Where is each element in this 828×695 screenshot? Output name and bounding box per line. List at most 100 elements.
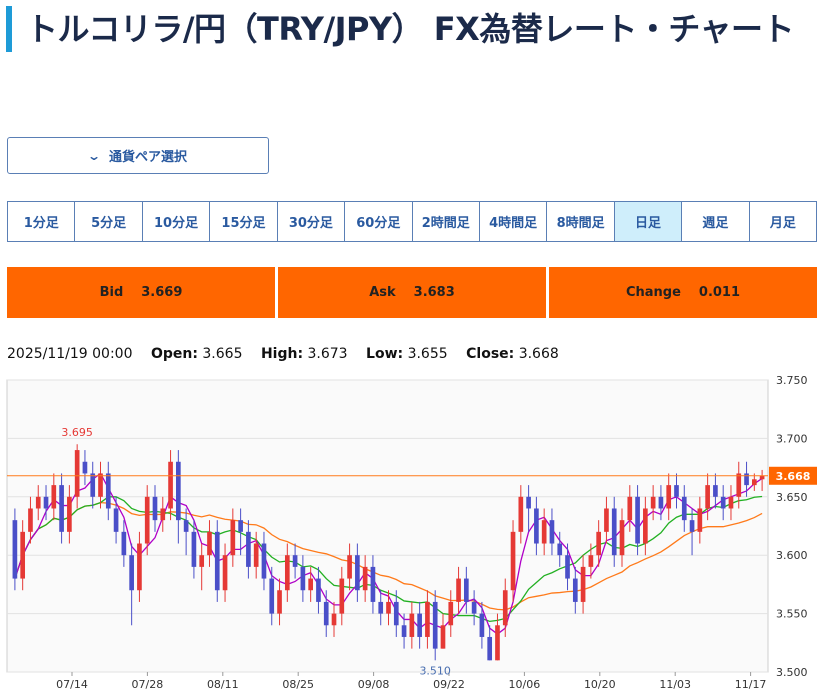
x-tick-label: 07/28 <box>132 678 164 691</box>
tab-timeframe-9[interactable]: 日足 <box>614 202 683 241</box>
candle-body <box>28 508 33 532</box>
candle-body <box>736 473 742 497</box>
candle-body <box>471 601 477 614</box>
candle-body <box>572 578 578 602</box>
tab-timeframe-6[interactable]: 2時間足 <box>413 202 480 241</box>
candle-body <box>82 461 88 474</box>
candle-body <box>611 508 617 556</box>
candle-body <box>689 520 695 532</box>
change-value: 0.011 <box>698 285 741 300</box>
tab-timeframe-1[interactable]: 5分足 <box>75 202 143 241</box>
candle-body <box>183 520 189 532</box>
candle-body <box>230 520 236 556</box>
x-tick-label: 09/08 <box>358 678 390 691</box>
candle-body <box>339 578 345 614</box>
change-box: Change 0.011 <box>549 267 817 318</box>
currency-pair-select-button[interactable]: ⌄ 通貨ペア選択 <box>7 137 269 174</box>
tab-timeframe-10[interactable]: 週足 <box>682 202 750 241</box>
tab-timeframe-7[interactable]: 4時間足 <box>480 202 548 241</box>
candle-body <box>650 496 656 509</box>
candle-body <box>316 578 321 602</box>
candle-body <box>362 566 368 591</box>
candle-body <box>253 543 259 567</box>
candle-body <box>347 555 352 579</box>
candle-body <box>580 566 586 602</box>
x-tick-label: 11/03 <box>659 678 691 691</box>
candle-body <box>705 485 710 509</box>
candle-body <box>619 520 625 556</box>
candle-body <box>432 601 438 649</box>
currency-pair-select-label: 通貨ペア選択 <box>109 150 188 165</box>
low-annotation: 3.510 <box>419 664 451 677</box>
page-title: トルコリラ/円（TRY/JPY） FX為替レート・チャート <box>26 10 795 48</box>
x-tick-label: 10/20 <box>584 678 616 691</box>
candle-body <box>98 473 103 497</box>
candle-body <box>331 613 337 626</box>
tab-timeframe-0[interactable]: 1分足 <box>8 202 76 241</box>
low-label: Low: <box>366 346 404 362</box>
candle-body <box>199 555 205 567</box>
candle-body <box>393 601 399 626</box>
candle-body <box>292 555 298 567</box>
open-label: Open: <box>150 346 198 362</box>
candle-body <box>658 496 664 509</box>
candle-body <box>728 496 734 509</box>
candle-body <box>557 543 563 556</box>
candle-body <box>284 555 290 591</box>
candle-body <box>238 520 243 532</box>
candle-body <box>401 625 407 637</box>
candle-body <box>144 496 150 544</box>
candle-body <box>697 508 703 532</box>
candle-body <box>308 578 313 591</box>
tab-timeframe-11[interactable]: 月足 <box>769 216 796 231</box>
candle-body <box>246 531 251 567</box>
candlestick-chart[interactable]: 3.750 3.700 3.650 3.600 3.550 3.500 07/14 07/28… <box>0 372 828 695</box>
candle-body <box>300 566 306 591</box>
page-title-wrap: トルコリラ/円（TRY/JPY） FX為替レート・チャート <box>6 6 828 52</box>
ma-long-line <box>14 501 763 611</box>
tab-timeframe-8[interactable]: 8時間足 <box>547 202 615 241</box>
tab-timeframe-5[interactable]: 60分足 <box>345 202 413 241</box>
timeframe-tabs: 1分足 5分足 10分足 15分足 30分足 60分足 2時間足 4時間足 8時間足 日足 週足 月足 <box>7 201 817 242</box>
x-tick-label: 08/25 <box>282 678 314 691</box>
candle-body <box>510 531 516 591</box>
quote-bar: Bid 3.669 Ask 3.683 Change 0.011 <box>7 267 817 318</box>
candle-body <box>261 543 267 579</box>
x-tick-label: 11/17 <box>735 678 767 691</box>
candle-body <box>588 555 594 567</box>
candle-body <box>604 508 609 532</box>
tab-timeframe-2[interactable]: 10分足 <box>143 202 211 241</box>
candle-body <box>526 496 531 509</box>
candle-body <box>751 479 757 486</box>
candle-body <box>59 485 64 532</box>
tab-timeframe-3[interactable]: 15分足 <box>210 202 278 241</box>
ask-value: 3.683 <box>413 285 455 300</box>
candle-body <box>74 450 80 497</box>
candle-body <box>269 578 275 614</box>
bid-label: Bid <box>99 285 124 300</box>
candle-body <box>355 555 360 591</box>
y-tick-label: 3.750 <box>776 374 808 387</box>
candle-body <box>495 625 500 661</box>
y-tick-label: 3.700 <box>776 432 808 445</box>
ohlc-datetime: 2025/11/19 00:00 <box>7 346 133 362</box>
candle-body <box>417 613 422 637</box>
candle-body <box>137 543 142 591</box>
open-value: 3.665 <box>202 346 243 362</box>
y-tick-label: 3.500 <box>776 666 808 679</box>
high-value: 3.673 <box>307 346 348 362</box>
candle-body <box>565 555 570 579</box>
candle-body <box>409 613 415 637</box>
candle-body <box>35 496 41 509</box>
x-tick-label: 07/14 <box>56 678 88 691</box>
candle-body <box>487 636 493 661</box>
y-tick-label: 3.550 <box>776 608 808 621</box>
candle-body <box>479 613 485 637</box>
candle-body <box>643 508 648 544</box>
candle-body <box>666 485 672 509</box>
candle-body <box>720 496 726 509</box>
candle-body <box>448 601 454 626</box>
candle-body <box>370 566 376 602</box>
tab-timeframe-4[interactable]: 30分足 <box>278 202 346 241</box>
change-label: Change <box>625 285 681 300</box>
